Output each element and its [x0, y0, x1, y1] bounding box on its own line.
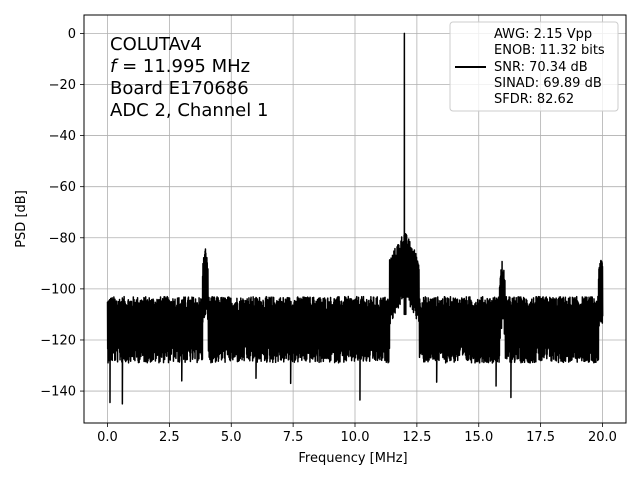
y-tick-label: −140: [40, 385, 76, 400]
legend-text-sfdr: SFDR: 82.62: [494, 92, 574, 107]
x-tick-label: 2.5: [159, 430, 180, 445]
legend-text-snr: SNR: 70.34 dB: [494, 60, 588, 75]
annotation-line-3: Board E170686: [110, 78, 249, 99]
x-axis-ticks: 0.0 2.5 5.0 7.5 10.0 12.5 15.0 17.5 20.0: [97, 423, 617, 445]
y-tick-label: −60: [49, 180, 76, 195]
y-tick-label: −120: [40, 333, 76, 348]
x-axis-label: Frequency [MHz]: [298, 451, 407, 466]
psd-series-line: [106, 32, 604, 405]
legend-box: [449, 21, 619, 112]
plot-area: [106, 32, 604, 405]
x-tick-label: 5.0: [221, 430, 242, 445]
legend-text-sinad: SINAD: 69.89 dB: [494, 76, 602, 91]
x-tick-label: 10.0: [341, 430, 370, 445]
annotation-f-value: = 11.995 MHz: [116, 56, 250, 77]
x-tick-label: 7.5: [283, 430, 304, 445]
legend: AWG: 2.15 Vpp ENOB: 11.32 bits SNR: 70.3…: [449, 21, 619, 112]
y-axis-ticks: 0 −20 −40 −60 −80 −100 −120 −140: [40, 27, 84, 400]
x-tick-label: 17.5: [526, 430, 555, 445]
legend-text-enob: ENOB: 11.32 bits: [494, 43, 605, 58]
y-tick-label: 0: [68, 27, 76, 42]
x-tick-label: 20.0: [588, 430, 617, 445]
y-tick-label: −20: [49, 78, 76, 93]
annotation-line-2: f = 11.995 MHz: [110, 56, 250, 77]
annotation-block: COLUTAv4 f = 11.995 MHz Board E170686 AD…: [110, 34, 268, 121]
y-tick-label: −40: [49, 129, 76, 144]
annotation-line-4: ADC 2, Channel 1: [110, 100, 268, 121]
x-tick-label: 15.0: [464, 430, 493, 445]
y-tick-label: −100: [40, 282, 76, 297]
y-axis-label: PSD [dB]: [14, 190, 29, 248]
x-tick-label: 0.0: [97, 430, 118, 445]
y-tick-label: −80: [49, 231, 76, 246]
annotation-f-symbol: f: [110, 56, 119, 77]
x-tick-label: 12.5: [402, 430, 431, 445]
annotation-line-1: COLUTAv4: [110, 34, 202, 55]
legend-text-awg: AWG: 2.15 Vpp: [494, 27, 592, 42]
